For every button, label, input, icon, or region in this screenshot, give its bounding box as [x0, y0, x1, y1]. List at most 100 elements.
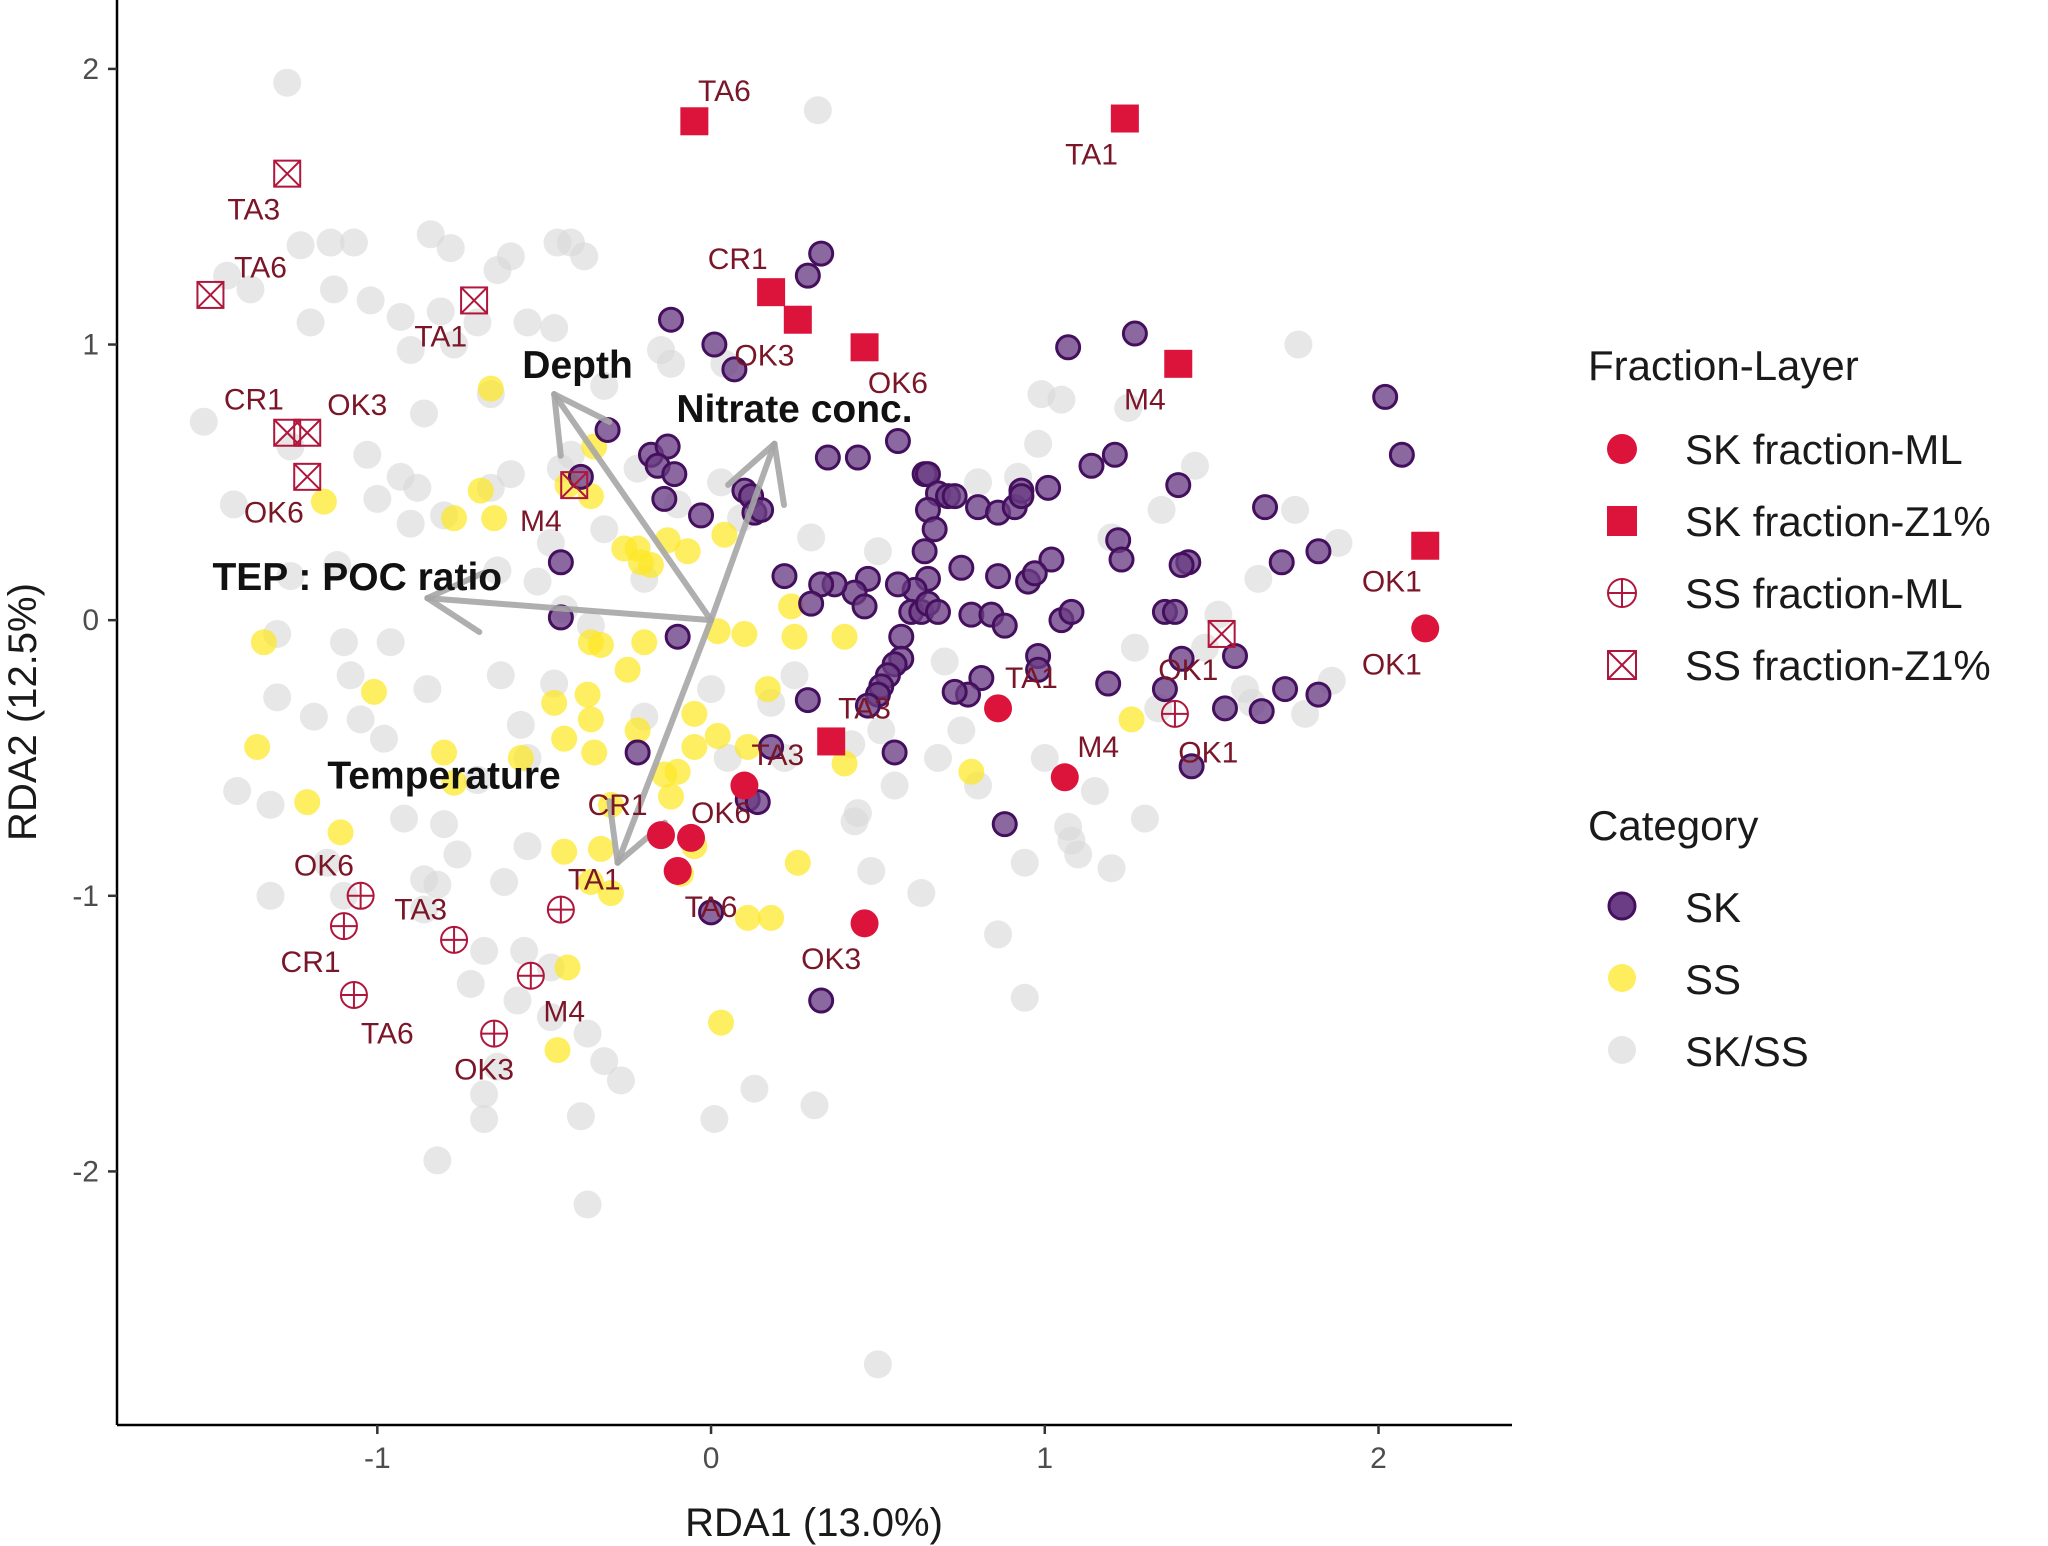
ss-point [624, 717, 651, 744]
sk-ss-point [263, 683, 292, 712]
legend-title-fraction-layer: Fraction-Layer [1588, 342, 1859, 389]
sk-ss-point [1030, 743, 1059, 772]
ss-point [637, 552, 664, 579]
sk-point [661, 461, 688, 488]
y-tick-label: 0 [82, 604, 99, 637]
ss-point [577, 483, 604, 510]
x-tick-label: 2 [1370, 1442, 1387, 1475]
sk-fraction-ml-point [677, 823, 706, 852]
sk-ss-point [840, 807, 869, 836]
sk-point [991, 612, 1018, 639]
legend-item-ss-fraction-ml: SS fraction-ML [1607, 570, 1963, 617]
fraction-point-label: TA1 [1005, 662, 1058, 695]
ss-point [758, 904, 785, 931]
sk-ss-point [436, 234, 465, 263]
y-tick-label: 2 [82, 53, 99, 86]
fraction-point-label: TA3 [227, 193, 280, 226]
sk-point [1151, 676, 1178, 703]
sk-ss-point [1190, 633, 1219, 662]
fraction-point-label: OK3 [327, 389, 387, 422]
arrowhead-stroke [424, 569, 487, 602]
sk-ss-point [573, 1190, 602, 1219]
sk-point [884, 571, 911, 598]
vector-labels: Depth Nitrate conc. TEP : POC ratio Tempera… [212, 344, 912, 798]
sk-point [921, 516, 948, 543]
sk-ss-point [570, 242, 599, 271]
ss-point [477, 375, 504, 402]
ss-fraction-z1-point [460, 286, 489, 315]
x-tick-label: 1 [1036, 1442, 1053, 1475]
legend-label: SS [1685, 956, 1741, 1003]
sk-swatch-icon [1607, 891, 1637, 921]
sk-fraction-z1-point [757, 278, 786, 307]
sk-point [1252, 494, 1279, 521]
ss-fraction-z1-point [293, 462, 322, 491]
fraction-point-label: CR1 [224, 384, 284, 417]
ss-point [731, 620, 758, 647]
sk-ss-point [386, 302, 415, 331]
fraction-point-label: CR1 [588, 789, 648, 822]
sk-ss-point [523, 567, 552, 596]
sk-ss-point [440, 330, 469, 359]
sk-ss-point [323, 551, 352, 580]
ss-point [541, 689, 568, 716]
sk-ss-point [1114, 393, 1143, 422]
sk-point [1095, 670, 1122, 697]
sk-point [884, 428, 911, 455]
ss-point [244, 733, 271, 760]
sk-fraction-ml-point [663, 856, 692, 885]
ss-point [784, 849, 811, 876]
vector-shaft [551, 391, 715, 624]
sk-point [701, 331, 728, 358]
sk-point [924, 598, 951, 625]
arrowhead-stroke [771, 440, 788, 509]
sk-ss-point [700, 1105, 729, 1134]
sk-point [758, 733, 785, 760]
sk-ss-swatch-icon [1608, 1036, 1636, 1064]
ss-fraction-ml-point [329, 912, 358, 941]
sk-ss-point [1180, 451, 1209, 480]
ss-point [778, 593, 805, 620]
sk-point [1168, 645, 1195, 672]
sk-ss-point [396, 509, 425, 538]
sk-ss-point [483, 556, 512, 585]
sk-point [1168, 552, 1195, 579]
legend-item-ss-fraction-z1: SS fraction-Z1% [1607, 642, 1991, 689]
sk-ss-point [413, 675, 442, 704]
y-tick-label: 1 [82, 329, 99, 362]
sk-point [968, 665, 995, 692]
sk-point [1211, 695, 1238, 722]
sk-ss-point [423, 870, 452, 899]
sk-ss-point [496, 460, 525, 489]
sk-point [1272, 676, 1299, 703]
sk-point [1165, 472, 1192, 499]
sk-point [657, 306, 684, 333]
sk-ss-point [223, 777, 252, 806]
fraction-point-label: M4 [1124, 384, 1166, 417]
sk-point [1161, 598, 1188, 625]
sk-point [1248, 698, 1275, 725]
sk-point [1078, 452, 1105, 479]
sk-ss-point [189, 407, 218, 436]
ss-point [664, 758, 691, 785]
sk-point [1038, 546, 1065, 573]
sk-ss-point [880, 771, 909, 800]
y-tick-label: -1 [72, 880, 99, 913]
fraction-point-label: OK1 [1362, 648, 1422, 681]
x-axis-title: RDA1 (13.0%) [685, 1501, 943, 1545]
ss-point [704, 722, 731, 749]
sk-fraction-ml-point [730, 771, 759, 800]
sk-ss-point [797, 523, 826, 552]
sk-ss-point [339, 228, 368, 257]
vector-label-nitrate-conc: Nitrate conc. [676, 388, 912, 431]
sk-ss-point [1244, 564, 1273, 593]
sk-ss-point [1284, 330, 1313, 359]
sk-ss-point [456, 969, 485, 998]
sk-point [1055, 334, 1082, 361]
ss-point [681, 700, 708, 727]
legend: Fraction-Layer SK fraction-ML SK fractio… [1588, 342, 1991, 1075]
sk-point [798, 590, 825, 617]
sk-point [1108, 546, 1135, 573]
